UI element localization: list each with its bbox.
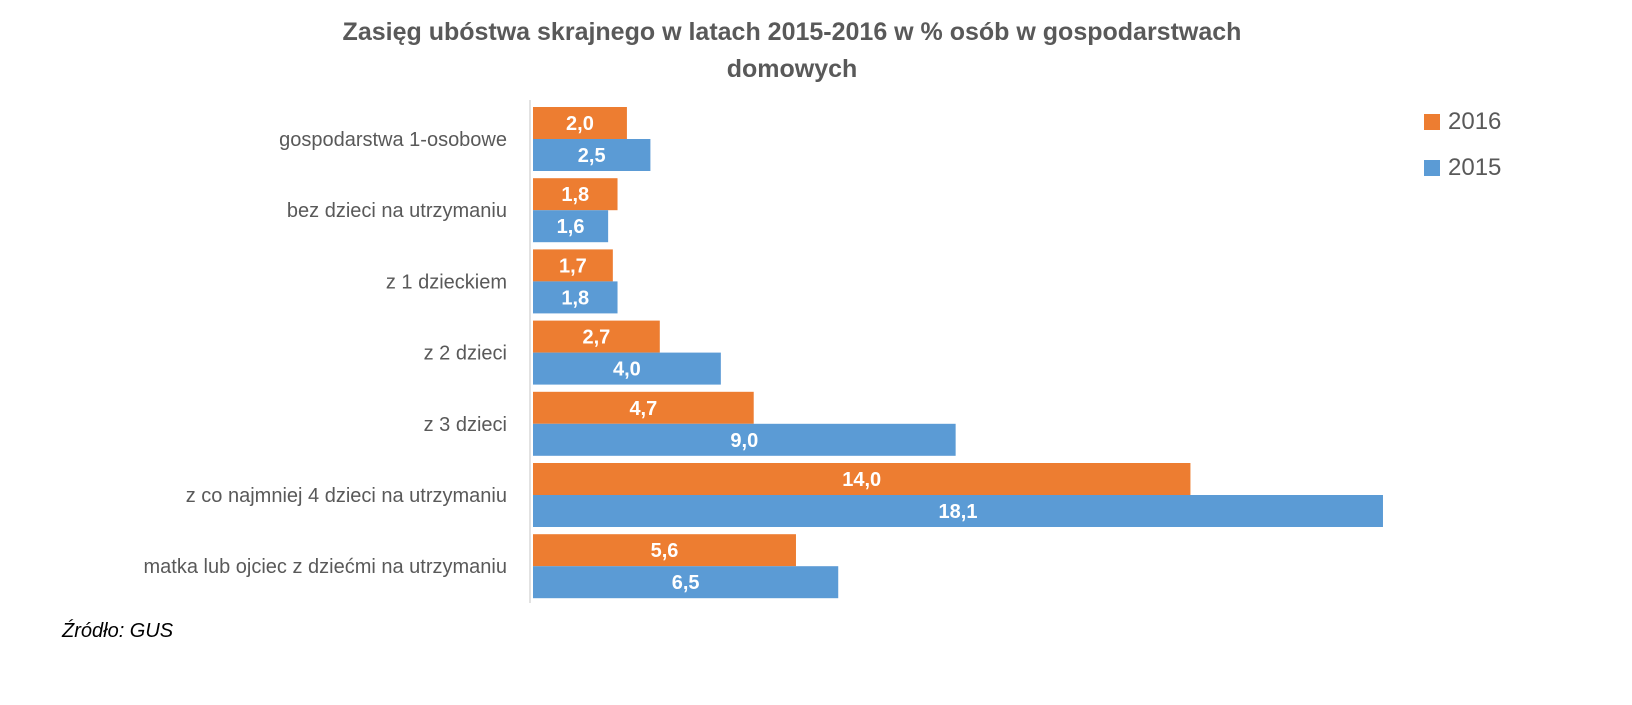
- category-label: z co najmniej 4 dzieci na utrzymaniu: [186, 485, 507, 507]
- bar-2015: [533, 566, 839, 599]
- data-label: 1,6: [557, 216, 585, 238]
- legend-swatch-2015: [1424, 160, 1440, 176]
- bar-2015: [533, 139, 651, 171]
- bar-2015: [533, 210, 609, 243]
- data-label: 5,6: [651, 540, 679, 562]
- bar-2016: [533, 178, 618, 211]
- data-label: 14,0: [842, 469, 881, 491]
- data-label: 4,0: [613, 359, 641, 381]
- category-label: matka lub ojciec z dziećmi na utrzymaniu: [144, 556, 507, 578]
- data-label: 2,0: [566, 113, 594, 135]
- bar-2016: [533, 391, 754, 424]
- data-label: 1,8: [561, 287, 589, 309]
- bar-2016: [533, 249, 613, 282]
- data-label: 2,5: [578, 145, 606, 167]
- category-label: gospodarstwa 1-osobowe: [279, 129, 507, 151]
- bar-2015: [533, 423, 956, 456]
- category-label: z 3 dzieci: [424, 414, 507, 436]
- data-label: 6,5: [672, 572, 700, 594]
- data-label: 1,7: [559, 255, 587, 277]
- chart-title: Zasięg ubóstwa skrajnego w latach 2015-2…: [0, 14, 1584, 88]
- bar-2015: [533, 281, 618, 314]
- data-label: 1,8: [561, 184, 589, 206]
- bar-2016: [533, 463, 1191, 495]
- category-label: z 2 dzieci: [424, 343, 507, 365]
- legend-label: 2016: [1448, 108, 1501, 135]
- data-label: 4,7: [629, 398, 657, 420]
- data-label: 2,7: [582, 327, 610, 349]
- legend-swatch-2016: [1424, 114, 1440, 130]
- bar-2015: [533, 495, 1383, 527]
- category-label: z 1 dzieckiem: [386, 271, 507, 293]
- bar-2016: [533, 320, 660, 353]
- bar-2015: [533, 352, 721, 385]
- source-note: Źródło: GUS: [62, 620, 174, 642]
- chart-title-line-1: Zasięg ubóstwa skrajnego w latach 2015-2…: [342, 18, 1242, 46]
- legend-label: 2015: [1448, 154, 1501, 181]
- category-label: bez dzieci na utrzymaniu: [287, 200, 507, 222]
- bar-2016: [533, 534, 796, 567]
- data-label: 18,1: [939, 501, 978, 523]
- chart-title-line-2: domowych: [726, 55, 858, 83]
- bar-2016: [533, 107, 627, 139]
- data-label: 9,0: [730, 430, 758, 452]
